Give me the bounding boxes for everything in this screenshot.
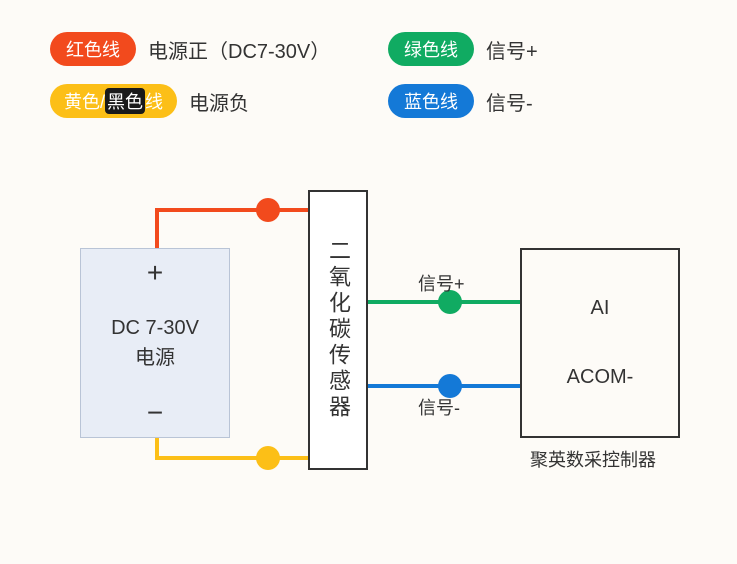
pill-black-part: 黑色 bbox=[105, 88, 145, 114]
wire-red-h bbox=[155, 208, 308, 212]
pill-yellow-part: 黄色/ bbox=[64, 88, 105, 114]
co2-sensor-box: 二氧化碳传感器 bbox=[308, 190, 368, 470]
power-label: DC 7-30V 电源 bbox=[111, 313, 199, 373]
legend-red-desc: 电源正（DC7-30V） bbox=[148, 35, 330, 64]
pill-suffix: 线 bbox=[145, 88, 163, 114]
wire-yellow-h bbox=[155, 456, 308, 460]
controller-caption: 聚英数采控制器 bbox=[530, 446, 656, 472]
power-minus: − bbox=[147, 399, 163, 427]
label-signal-minus: 信号- bbox=[418, 394, 460, 420]
controller-ai: AI bbox=[591, 297, 610, 320]
legend-blue-desc: 信号- bbox=[486, 87, 533, 116]
sensor-label: 二氧化碳传感器 bbox=[322, 239, 354, 421]
dot-yellow bbox=[256, 446, 280, 470]
pill-blue: 蓝色线 bbox=[388, 84, 474, 118]
power-label-line2: 电源 bbox=[135, 347, 175, 369]
controller-acom: ACOM- bbox=[567, 366, 634, 389]
legend-yb-desc: 电源负 bbox=[189, 87, 249, 116]
pill-red: 红色线 bbox=[50, 32, 136, 66]
wiring-diagram: 红色线 电源正（DC7-30V） 绿色线 信号+ 黄色/黑色线 电源负 蓝色线 … bbox=[0, 0, 737, 564]
wire-red-v bbox=[155, 208, 159, 250]
legend-blue: 蓝色线 信号- bbox=[388, 84, 533, 118]
power-plus: + bbox=[147, 259, 163, 287]
dot-red bbox=[256, 198, 280, 222]
legend-green: 绿色线 信号+ bbox=[388, 32, 538, 66]
pill-green: 绿色线 bbox=[388, 32, 474, 66]
pill-yellow-black: 黄色/黑色线 bbox=[50, 84, 177, 118]
controller-box: AI ACOM- bbox=[520, 248, 680, 438]
label-signal-plus: 信号+ bbox=[418, 270, 465, 296]
legend-green-desc: 信号+ bbox=[486, 35, 538, 64]
legend-red: 红色线 电源正（DC7-30V） bbox=[50, 32, 330, 66]
power-supply-box: + DC 7-30V 电源 − bbox=[80, 248, 230, 438]
legend-yellow-black: 黄色/黑色线 电源负 bbox=[50, 84, 249, 118]
power-label-line1: DC 7-30V bbox=[111, 317, 199, 339]
